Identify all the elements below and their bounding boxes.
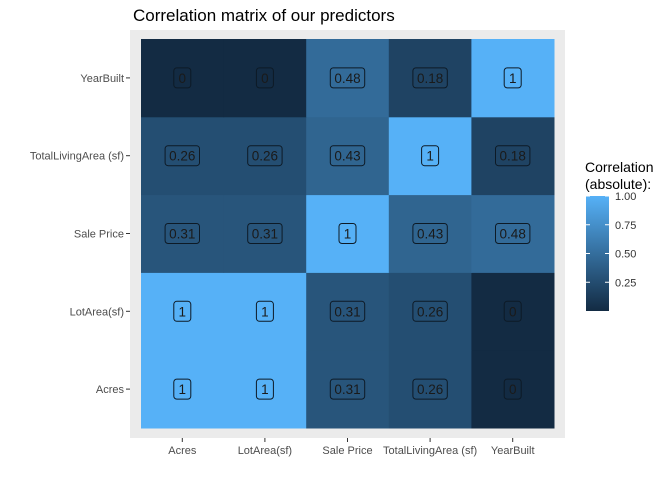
heatmap-cell-0-0 — [141, 350, 225, 429]
value-label-box-0-1 — [255, 378, 274, 400]
value-label-4-2: 0.48 — [334, 71, 360, 86]
x-tick-label-1: LotArea(sf) — [238, 445, 292, 457]
value-label-3-0: 0.26 — [169, 149, 195, 164]
heatmap-cell-2-0 — [141, 194, 225, 273]
value-label-1-2: 0.31 — [334, 304, 360, 319]
value-label-2-4: 0.48 — [500, 227, 526, 242]
value-label-4-3: 0.18 — [417, 71, 443, 86]
y-tick-label-2: Sale Price — [74, 229, 124, 241]
heatmap-cell-1-3 — [388, 272, 472, 351]
value-label-1-3: 0.26 — [417, 304, 443, 319]
value-label-box-3-2 — [329, 145, 366, 167]
value-label-2-3: 0.43 — [417, 227, 443, 242]
value-label-box-0-2 — [329, 378, 366, 400]
value-label-box-0-0 — [173, 378, 192, 400]
value-label-4-1: 0 — [261, 71, 269, 86]
x-tick-label-0: Acres — [168, 445, 197, 457]
heatmap-cell-2-3 — [388, 194, 472, 273]
value-label-box-2-1 — [247, 223, 283, 244]
heatmap-cell-0-4 — [471, 350, 555, 429]
heatmap-cell-3-3 — [388, 116, 472, 196]
value-label-box-3-4 — [495, 145, 531, 167]
value-label-0-4: 0 — [509, 382, 517, 397]
value-label-4-0: 0 — [179, 71, 187, 86]
value-label-box-2-4 — [495, 223, 531, 244]
value-label-box-1-1 — [255, 300, 274, 322]
heatmap-cell-3-4 — [471, 116, 555, 196]
legend-tick-label-0: 0.25 — [615, 277, 636, 289]
legend-tick-label-2: 0.75 — [615, 220, 636, 232]
x-tick-label-4: YearBuilt — [491, 445, 535, 457]
legend-colorbar — [586, 196, 609, 311]
value-label-2-0: 0.31 — [169, 227, 195, 242]
legend-tick-label-1: 0.50 — [615, 249, 636, 261]
heatmap-cell-1-0 — [141, 272, 225, 351]
heatmap-cell-4-3 — [388, 39, 472, 118]
y-tick-label-3: TotalLivingArea (sf) — [30, 151, 124, 163]
heatmap-cell-0-2 — [306, 350, 390, 429]
heatmap-cells — [141, 39, 555, 429]
value-label-box-1-3 — [412, 300, 448, 322]
heatmap-cell-4-4 — [471, 39, 555, 118]
value-label-1-4: 0 — [509, 304, 517, 319]
x-tick-label-3: TotalLivingArea (sf) — [383, 445, 477, 457]
value-label-0-1: 1 — [261, 382, 269, 397]
value-label-box-3-3 — [421, 145, 440, 167]
value-label-3-1: 0.26 — [252, 149, 278, 164]
value-label-0-0: 1 — [179, 382, 187, 397]
legend-title-line-2: (absolute): — [585, 176, 651, 192]
value-label-box-1-0 — [173, 300, 192, 322]
value-label-0-3: 0.26 — [417, 382, 443, 397]
y-axis: Acres LotArea(sf) Sale Price TotalLivingAre… — [30, 73, 130, 396]
value-label-2-2: 1 — [344, 227, 352, 242]
value-label-box-3-0 — [164, 145, 201, 167]
value-label-box-0-4 — [503, 378, 522, 400]
value-label-box-1-2 — [329, 300, 366, 322]
x-tick-label-2: Sale Price — [322, 445, 372, 457]
chart-title: Correlation matrix of our predictors — [133, 6, 395, 25]
value-label-box-4-3 — [412, 67, 448, 89]
value-label-3-2: 0.43 — [334, 149, 360, 164]
value-label-box-4-1 — [255, 67, 274, 89]
value-label-4-4: 1 — [509, 71, 517, 86]
legend: Correlation (absolute): 0.25 0.50 0.75 1.00 — [585, 159, 653, 311]
heatmap-cell-1-2 — [306, 272, 390, 351]
value-label-2-1: 0.31 — [252, 227, 278, 242]
heatmap-cell-3-0 — [141, 116, 225, 196]
heatmap-cell-0-3 — [388, 350, 472, 429]
value-label-box-4-0 — [173, 67, 192, 89]
heatmap-cell-1-1 — [223, 272, 307, 351]
heatmap-cell-2-1 — [223, 194, 307, 273]
heatmap-value-labels: 1 1 0.31 0.26 0 1 1 0.31 0.26 0 0.31 0.31 1 0.43 0.48 0… — [164, 67, 531, 400]
value-label-0-2: 0.31 — [334, 382, 360, 397]
heatmap-cell-4-2 — [306, 39, 390, 118]
heatmap-cell-4-0 — [141, 39, 225, 118]
heatmap-cell-2-4 — [471, 194, 555, 273]
y-tick-label-1: LotArea(sf) — [70, 306, 124, 318]
heatmap-cell-4-1 — [223, 39, 307, 118]
legend-title-line-1: Correlation — [585, 159, 653, 175]
heatmap-cell-1-4 — [471, 272, 555, 351]
value-label-3-4: 0.18 — [500, 149, 526, 164]
value-label-box-0-3 — [412, 378, 448, 400]
value-label-1-0: 1 — [179, 304, 187, 319]
value-label-box-4-4 — [503, 67, 522, 89]
value-label-box-1-4 — [503, 300, 522, 322]
heatmap-cell-0-1 — [223, 350, 307, 429]
value-label-box-4-2 — [329, 67, 366, 89]
value-label-box-2-2 — [338, 223, 357, 244]
value-label-box-2-0 — [164, 223, 201, 244]
heatmap-cell-2-2 — [306, 194, 390, 273]
value-label-box-2-3 — [412, 223, 448, 244]
y-tick-label-0: Acres — [96, 384, 125, 396]
y-tick-label-4: YearBuilt — [80, 73, 124, 85]
heatmap-cell-3-1 — [223, 116, 307, 196]
heatmap-cell-3-2 — [306, 116, 390, 196]
value-label-1-1: 1 — [261, 304, 269, 319]
value-label-box-3-1 — [247, 145, 283, 167]
value-label-3-3: 1 — [426, 149, 434, 164]
x-axis: Acres LotArea(sf) Sale Price TotalLivingAre… — [168, 438, 535, 457]
legend-tick-label-3: 1.00 — [615, 191, 636, 203]
